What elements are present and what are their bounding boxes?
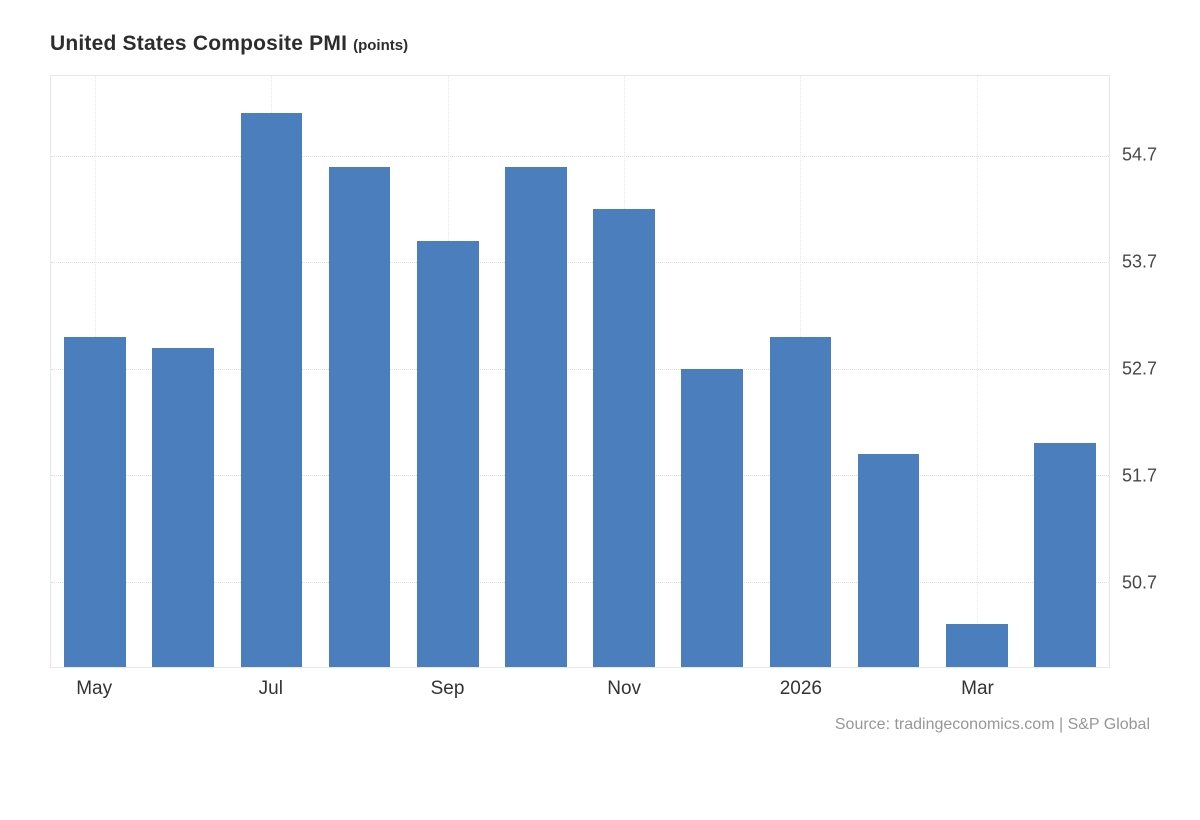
bar-slot-oct xyxy=(492,76,580,667)
bar-oct[interactable] xyxy=(505,166,567,667)
bar-slot-dec xyxy=(668,76,756,667)
chart-title: United States Composite PMI xyxy=(50,32,348,55)
bar-slot-may xyxy=(51,76,139,667)
y-axis-tick-label: 54.7 xyxy=(1122,144,1158,165)
bar-slot-aug xyxy=(316,76,404,667)
bar-sep[interactable] xyxy=(416,241,479,667)
bar-feb[interactable] xyxy=(857,454,920,667)
x-axis-labels: May Jul Sep Nov 2026 Mar xyxy=(50,678,1110,708)
bar-slot-feb xyxy=(845,76,933,667)
y-axis-tick-label: 52.7 xyxy=(1122,358,1158,379)
bar-slot-jul xyxy=(227,76,315,667)
bar-aug[interactable] xyxy=(328,166,391,667)
x-axis-tick-label-2026: 2026 xyxy=(779,678,822,699)
bar-apr[interactable] xyxy=(1034,443,1096,667)
bar-jan[interactable] xyxy=(769,336,832,667)
source-attribution: Source: tradingeconomics.com | S&P Globa… xyxy=(834,716,1150,733)
x-axis-tick-label-may: May xyxy=(76,678,113,699)
bar-slot-sep xyxy=(404,76,492,667)
x-axis-tick-label-nov: Nov xyxy=(607,678,642,699)
y-axis-tick-label: 50.7 xyxy=(1122,572,1158,593)
y-axis-tick-label: 51.7 xyxy=(1122,465,1158,486)
bar-mar[interactable] xyxy=(945,624,1008,667)
gridline-horizontal xyxy=(51,581,1109,583)
bar-slot-nov xyxy=(580,76,668,667)
y-axis-labels: 54.7 53.7 52.7 51.7 50.7 xyxy=(1122,75,1192,668)
bar-slot-apr xyxy=(1021,76,1109,667)
gridline-horizontal xyxy=(51,368,1109,370)
bar-jun[interactable] xyxy=(152,347,215,667)
x-axis-tick-label-jul: Jul xyxy=(258,678,283,699)
y-axis-tick-label: 53.7 xyxy=(1122,251,1158,272)
bar-slot-mar xyxy=(933,76,1021,667)
bar-slot-jan xyxy=(756,76,844,667)
x-axis-tick-label-sep: Sep xyxy=(430,678,465,699)
plot-area xyxy=(50,75,1110,668)
chart-unit-label: (points) xyxy=(353,37,409,54)
gridline-horizontal xyxy=(51,262,1109,264)
bar-jul[interactable] xyxy=(240,113,303,667)
gridline-vertical xyxy=(976,76,978,667)
bar-dec[interactable] xyxy=(681,368,744,667)
bar-may[interactable] xyxy=(64,336,126,667)
bar-nov[interactable] xyxy=(593,209,655,667)
gridline-horizontal xyxy=(51,155,1109,157)
chart-title-row: United States Composite PMI (points) xyxy=(50,32,408,56)
bar-slot-jun xyxy=(139,76,227,667)
gridline-horizontal xyxy=(51,475,1109,477)
x-axis-tick-label-mar: Mar xyxy=(961,678,994,699)
bar-series xyxy=(51,76,1109,667)
